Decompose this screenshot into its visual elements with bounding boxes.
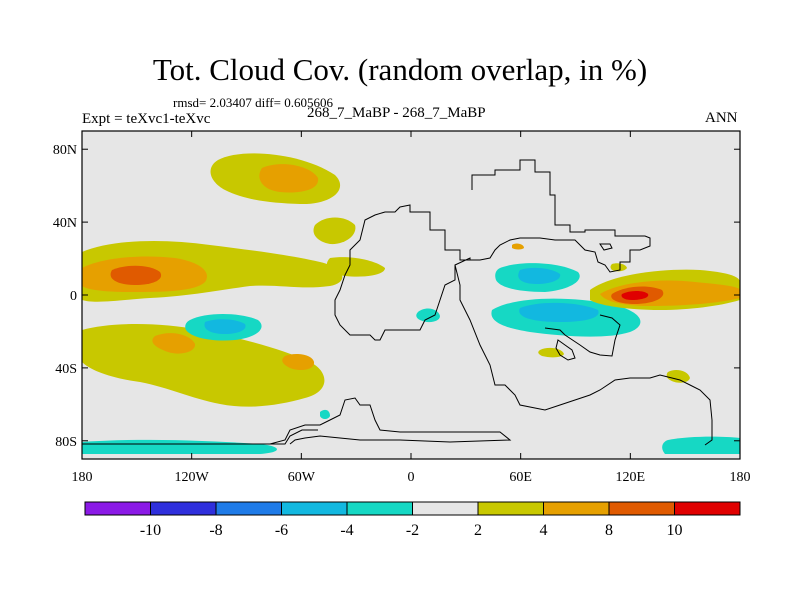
contour-tpac-8: [110, 265, 162, 285]
contour-small-2: [666, 370, 690, 383]
contour-npac-4: [259, 164, 319, 193]
colorbar-swatch: [674, 501, 741, 516]
colorbar-swatch: [84, 501, 151, 516]
colorbar-label: 8: [605, 522, 613, 539]
colorbar-label: -6: [275, 522, 288, 539]
case-label: 268_7_MaBP - 268_7_MaBP: [307, 105, 486, 121]
contour-io-neg4: [518, 267, 561, 284]
contour-spac-4b: [282, 354, 315, 370]
anomaly-contours: [82, 153, 740, 454]
contour-io2-neg4: [519, 302, 599, 322]
lon-tick-label: 60E: [509, 470, 532, 485]
coastline-antarctica: [82, 397, 512, 445]
contour-so-neg-east: [662, 436, 740, 454]
latitude-axis: 80N 40N 0 40S 80S: [53, 143, 740, 450]
contour-spac-4: [152, 333, 196, 354]
colorbar-label: -2: [406, 522, 419, 539]
lat-tick-label: 0: [70, 289, 77, 304]
lon-tick-label: 120W: [175, 470, 210, 485]
colorbar: -10 -8 -6 -4 -2 2 4 8 10: [84, 501, 741, 539]
contour-atl-2b: [326, 257, 385, 277]
contour-spac-2: [82, 324, 325, 407]
coastlines: [82, 159, 713, 446]
colorbar-swatch: [608, 501, 675, 516]
coastline-americas: [334, 204, 471, 341]
lat-tick-label: 40N: [53, 216, 77, 231]
colorbar-label: -4: [340, 522, 353, 539]
colorbar-swatch: [281, 501, 348, 516]
lon-tick-label: 60W: [288, 470, 316, 485]
colorbar-swatch: [477, 501, 544, 516]
season-label: ANN: [705, 110, 738, 126]
colorbar-label: -10: [140, 522, 161, 539]
plot-title: Tot. Cloud Cov. (random overlap, in %): [152, 52, 648, 87]
coastline-small-island: [599, 243, 613, 251]
contour-wp-10: [621, 291, 649, 300]
contour-so-neg-west: [82, 439, 277, 454]
colorbar-label: 2: [474, 522, 482, 539]
lat-tick-label: 80N: [53, 143, 77, 158]
experiment-label: Expt = teXvc1-teXvc: [82, 111, 211, 127]
coastline-africa-south: [454, 264, 713, 446]
lon-tick-label: 120E: [616, 470, 646, 485]
contour-io-neg-small: [416, 308, 440, 323]
colorbar-label: 10: [667, 522, 683, 539]
coastline-antarctic-edge: [270, 429, 318, 445]
colorbar-swatch: [150, 501, 217, 516]
colorbar-label: 4: [540, 522, 548, 539]
colorbar-swatch: [412, 501, 479, 516]
coastline-madagascar: [555, 339, 576, 361]
lon-tick-label: 180: [72, 470, 93, 485]
colorbar-swatch: [543, 501, 610, 516]
contour-small-3: [610, 263, 627, 272]
contour-spac-neg4: [204, 319, 246, 334]
coastline-india: [544, 314, 621, 357]
colorbar-swatch: [346, 501, 413, 516]
colorbar-label: -8: [209, 522, 222, 539]
longitude-axis: 180 120W 60W 0 60E 120E 180: [72, 131, 751, 485]
contour-atl-2a: [313, 217, 356, 245]
coastline-africa-eurasia: [470, 159, 651, 273]
lat-tick-label: 40S: [55, 362, 77, 377]
stats-line: rmsd= 2.03407 diff= 0.605606: [173, 95, 333, 110]
contour-so-neg-mid: [320, 409, 330, 419]
contour-small-4: [512, 243, 524, 250]
lon-tick-label: 0: [408, 470, 415, 485]
lon-tick-label: 180: [730, 470, 751, 485]
colorbar-swatch: [215, 501, 282, 516]
lat-tick-label: 80S: [55, 435, 77, 450]
